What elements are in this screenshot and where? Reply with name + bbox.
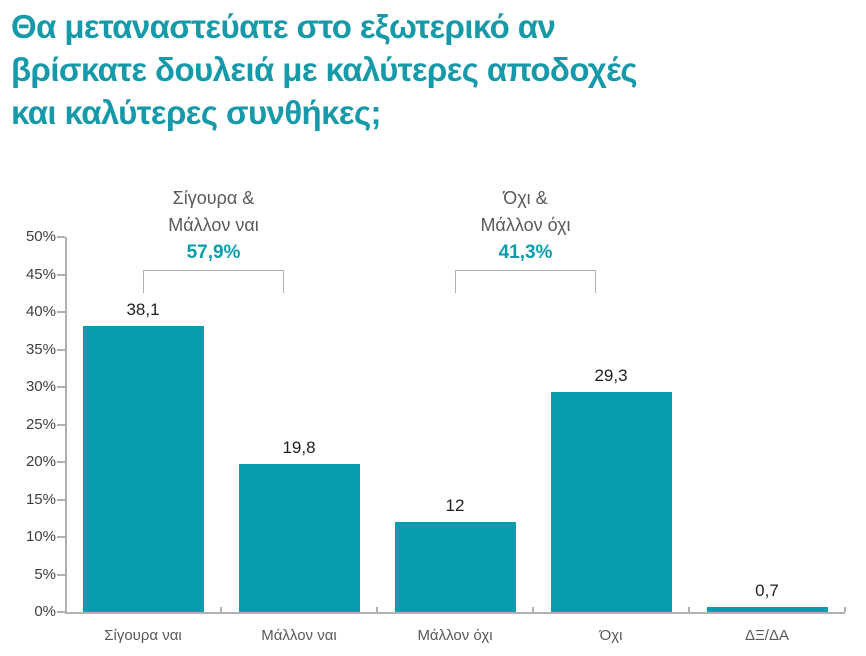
y-axis-tick-label: 45% [25,265,56,283]
category-label: ΔΞ/ΔΑ [745,627,789,644]
bar-value-label: 29,3 [594,366,628,386]
y-axis-tick-label: 0% [34,603,56,620]
y-axis-tick-label: 40% [25,303,56,320]
annotation-value: 57,9% [186,242,241,263]
x-axis-tick [376,607,378,612]
x-axis-tick [220,607,222,612]
y-axis-tick [57,536,65,538]
y-axis-tick [57,236,65,238]
category-label: Σίγουρα ναι [104,627,182,644]
annotation-label-line: Όχι & [503,188,548,208]
chart-title-line-1: Θα μεταναστεύατε στο εξωτερικό αν [11,8,556,45]
y-axis-tick [57,386,65,388]
bar-value-label: 38,1 [126,300,160,320]
annotation-group-1: Σίγουρα & Μάλλον ναι 57,9% [99,185,329,267]
y-axis-tick-label: 30% [25,378,56,395]
annotation-bracket-1 [143,270,284,293]
category-label: Όχι [599,627,623,644]
y-axis-tick [57,461,65,463]
chart-title-line-3: και καλύτερες συνθήκες; [11,94,382,131]
y-axis-tick [57,423,65,426]
chart-title-line-2: βρίσκατε δουλειά με καλύτερες αποδοχές [11,51,638,88]
bar-value-label: 19,8 [282,437,316,457]
y-axis-tick-label: 35% [25,340,56,358]
x-axis-line [65,612,845,614]
bar-1 [82,326,204,612]
x-axis-tick [688,607,690,612]
y-axis-tick [57,311,65,313]
x-axis-tick [532,607,534,612]
y-axis-line [65,237,67,614]
annotation-bracket-2 [455,270,596,293]
bar-value-label: 12 [445,496,465,515]
annotation-label-line: Σίγουρα & [172,188,255,208]
y-axis-tick-label: 50% [25,228,56,245]
y-axis-tick [57,611,65,613]
y-axis-tick-label: 5% [34,565,56,583]
annotation-label-line: Μάλλον ναι [168,215,259,235]
y-axis-tick-label: 20% [25,453,56,470]
y-axis-tick [57,348,65,351]
annotation-value: 41,3% [498,242,553,263]
y-axis-tick-label: 15% [25,490,56,508]
chart-title: Θα μεταναστεύατε στο εξωτερικό αν βρίσκα… [11,5,831,134]
bar-4 [550,392,672,612]
annotation-group-2: Όχι & Μάλλον όχι 41,3% [411,185,641,267]
y-axis-tick [57,573,65,576]
bar-2 [238,463,360,612]
y-axis-tick-label: 25% [25,415,56,433]
y-axis-tick [57,273,65,276]
category-label: Μάλλον ναι [261,627,337,644]
x-axis-tick [844,607,846,612]
bar-3 [394,522,516,612]
annotation-label-line: Μάλλον όχι [480,215,571,235]
y-axis-tick [57,498,65,501]
bar-value-label: 0,7 [755,580,779,600]
y-axis-tick-label: 10% [25,528,56,545]
category-label: Μάλλον όχι [417,627,493,644]
bar-5 [706,606,828,612]
